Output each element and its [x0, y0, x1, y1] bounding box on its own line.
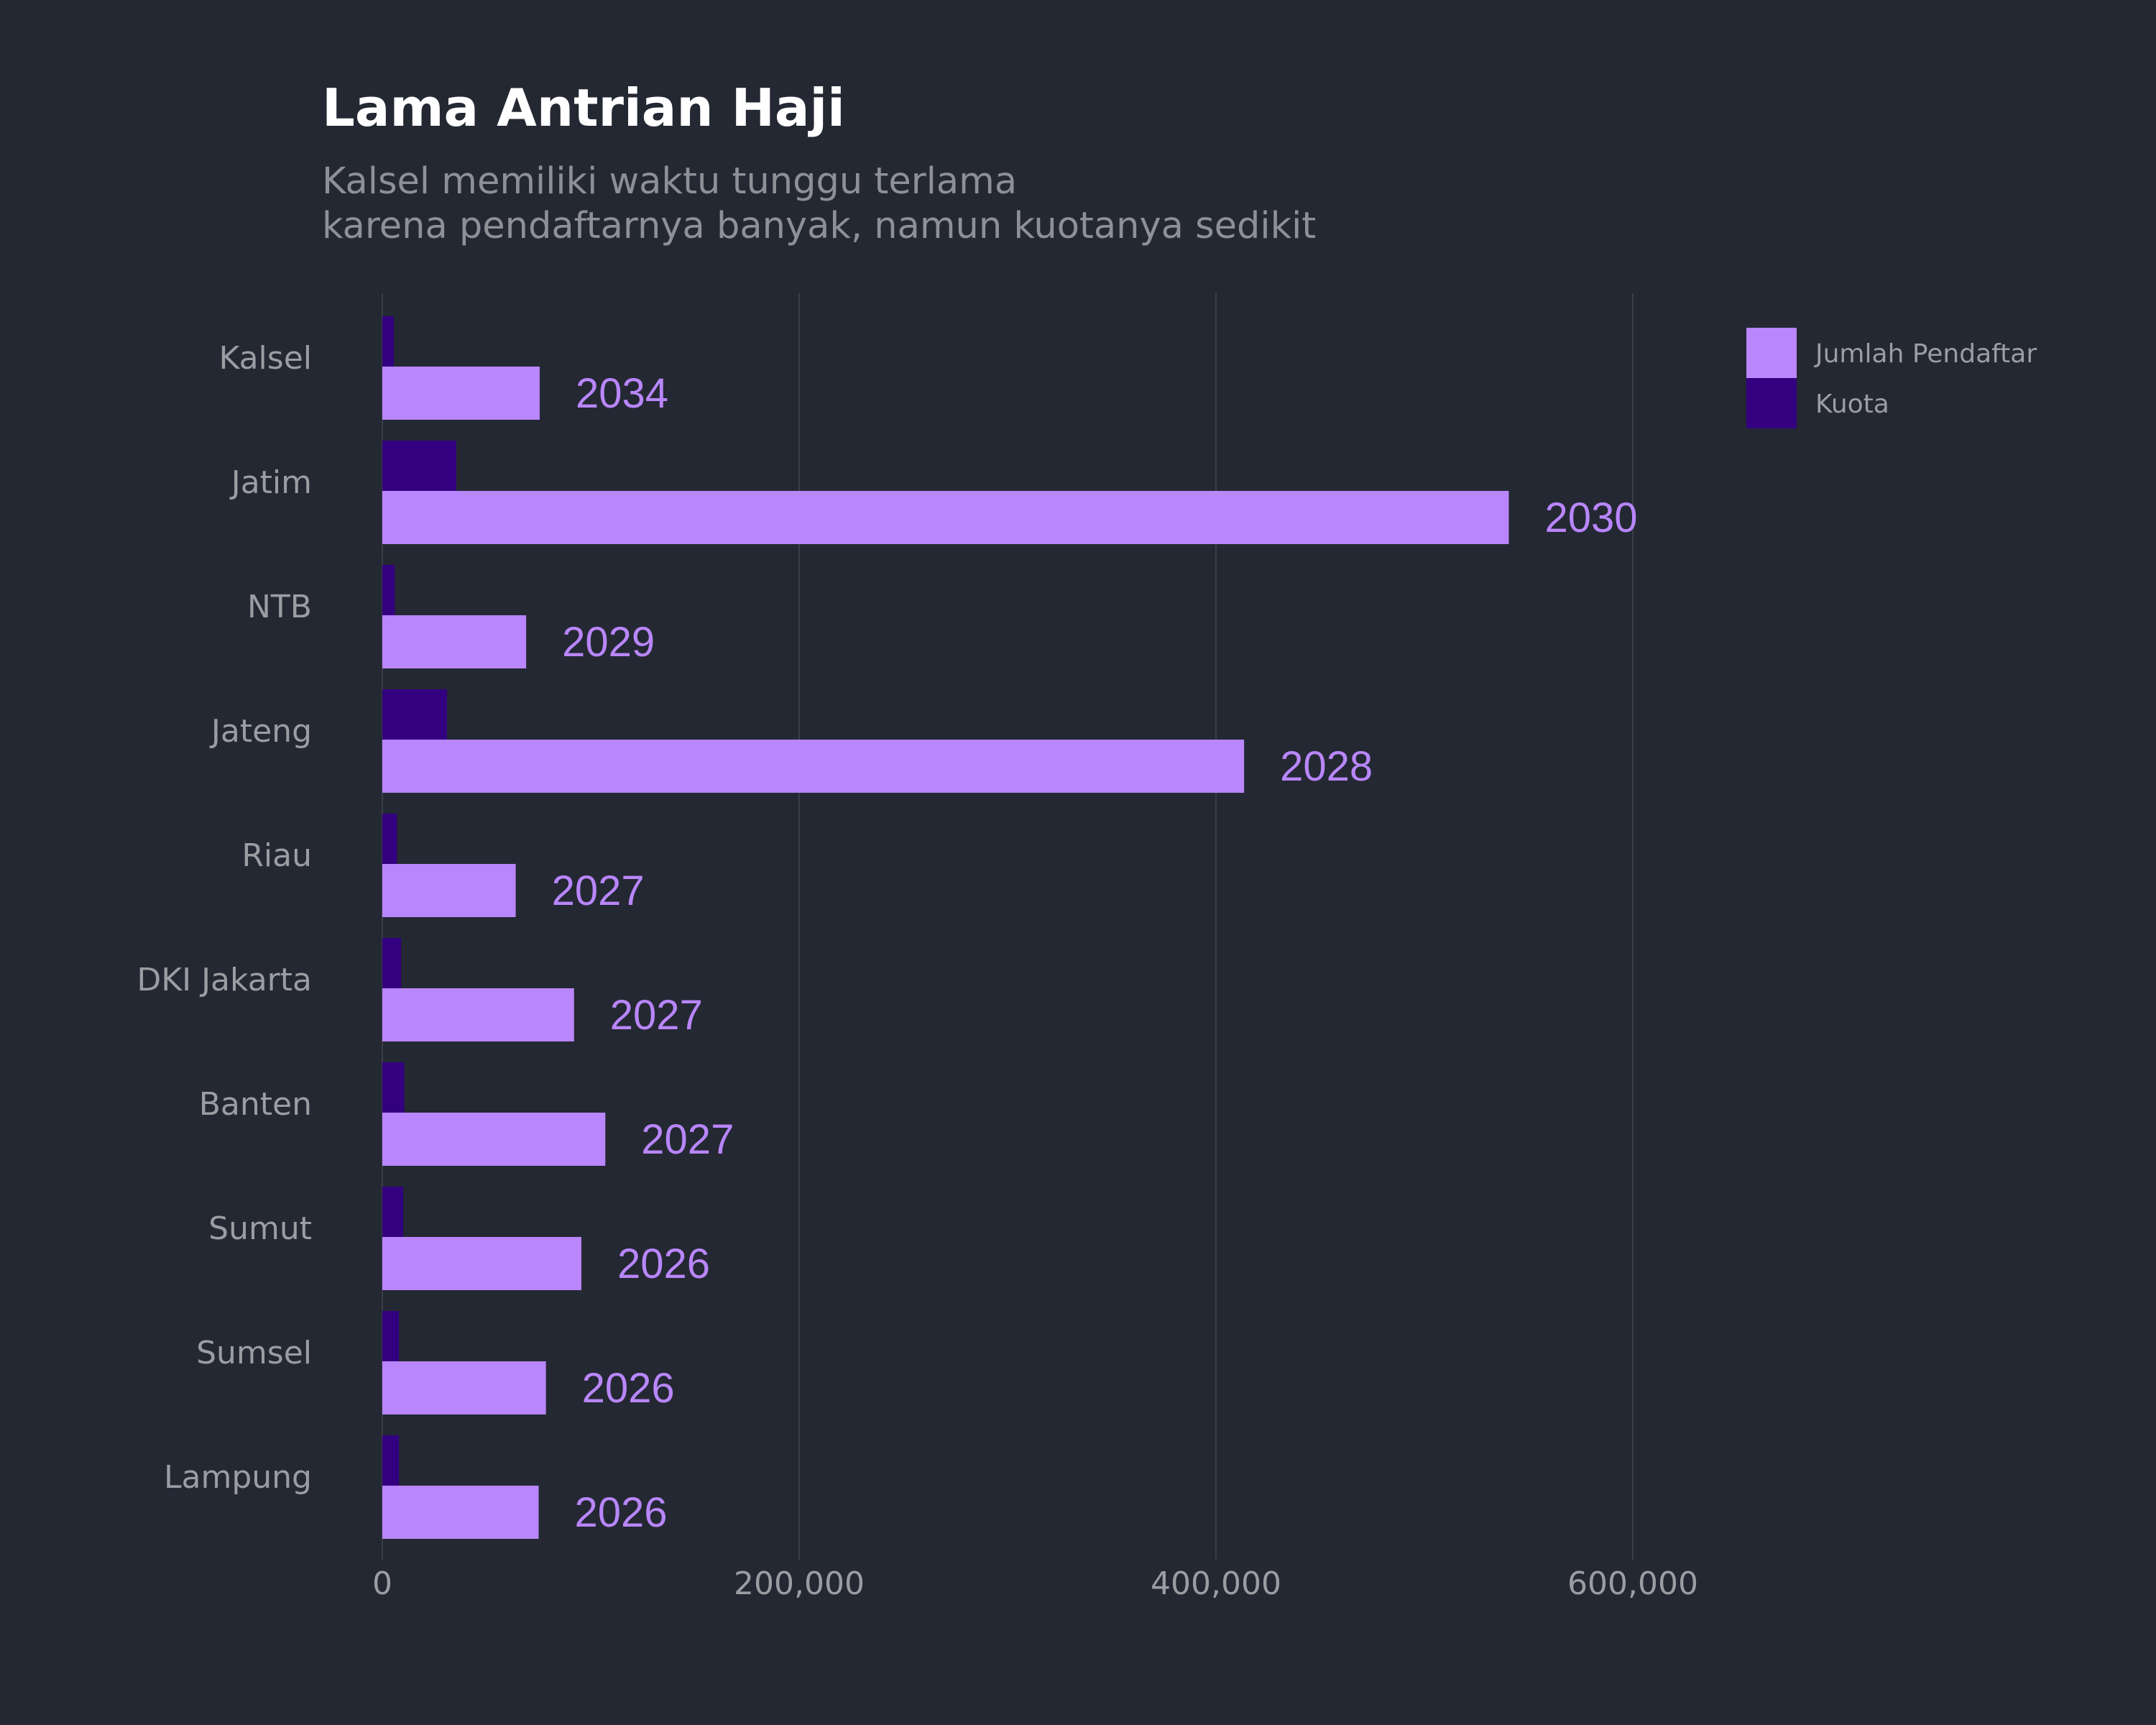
y-tick-label: DKI Jakarta — [137, 962, 312, 998]
data-label: 2027 — [610, 992, 703, 1039]
y-tick-label: Jatim — [229, 464, 312, 501]
bar-jumlah-pendaftar — [382, 740, 1245, 793]
data-label: 2027 — [641, 1116, 734, 1163]
y-tick-label: Jateng — [209, 713, 312, 750]
y-tick-label: Banten — [199, 1086, 312, 1123]
bar-kuota — [382, 1187, 403, 1237]
y-tick-label: Riau — [241, 837, 312, 874]
data-label: 2030 — [1544, 494, 1637, 541]
bar-jumlah-pendaftar — [382, 1486, 539, 1539]
bar-jumlah-pendaftar — [382, 988, 574, 1041]
bars — [382, 316, 1509, 1539]
data-label: 2026 — [617, 1241, 710, 1287]
legend: Jumlah Pendaftar Kuota — [1746, 328, 2037, 428]
chart-subtitle: Kalsel memiliki waktu tunggu terlama kar… — [322, 160, 1316, 249]
data-label: 2026 — [575, 1489, 668, 1536]
bar-kuota — [382, 938, 402, 988]
data-label: 2028 — [1280, 743, 1373, 790]
bar-jumlah-pendaftar — [382, 491, 1509, 544]
chart-subtitle-line-2: karena pendaftarnya banyak, namun kuotan… — [322, 205, 1317, 247]
bar-kuota — [382, 1311, 400, 1361]
bar-kuota — [382, 441, 456, 491]
bar-kuota — [382, 814, 397, 864]
y-tick-label: Lampung — [164, 1459, 312, 1496]
labels: 0 200,000 400,000 600,000 2034 Kalsel 2030 Jati… — [137, 340, 1698, 1602]
bar-jumlah-pendaftar — [382, 1113, 606, 1166]
legend-label: Kuota — [1815, 390, 1889, 419]
data-label: 2029 — [562, 619, 655, 666]
grid-lines — [382, 293, 1634, 1560]
y-tick-label: NTB — [247, 589, 312, 625]
data-label: 2034 — [576, 370, 668, 417]
bar-jumlah-pendaftar — [382, 367, 540, 420]
bar-jumlah-pendaftar — [382, 864, 516, 917]
data-label: 2026 — [582, 1365, 675, 1412]
data-label: 2027 — [552, 868, 645, 914]
legend-swatch — [1746, 328, 1797, 378]
bar-kuota — [382, 1062, 405, 1113]
bar-kuota — [382, 689, 447, 740]
y-tick-label: Sumut — [208, 1210, 312, 1247]
bar-jumlah-pendaftar — [382, 1361, 546, 1414]
legend-label: Jumlah Pendaftar — [1814, 339, 2037, 369]
x-tick-label: 0 — [372, 1565, 392, 1602]
x-tick-label: 400,000 — [1151, 1565, 1281, 1602]
chart-subtitle-line-1: Kalsel memiliki waktu tunggu terlama — [322, 160, 1018, 203]
legend-swatch — [1746, 378, 1797, 428]
y-tick-label: Kalsel — [219, 340, 313, 377]
bar-kuota — [382, 565, 395, 615]
y-tick-label: Sumsel — [196, 1335, 312, 1371]
bar-jumlah-pendaftar — [382, 1237, 581, 1290]
bar-kuota — [382, 316, 394, 367]
x-tick-label: 200,000 — [734, 1565, 865, 1602]
bar-kuota — [382, 1435, 400, 1486]
chart-title: Lama Antrian Haji — [322, 78, 845, 138]
bar-jumlah-pendaftar — [382, 615, 527, 668]
x-tick-label: 600,000 — [1567, 1565, 1698, 1602]
